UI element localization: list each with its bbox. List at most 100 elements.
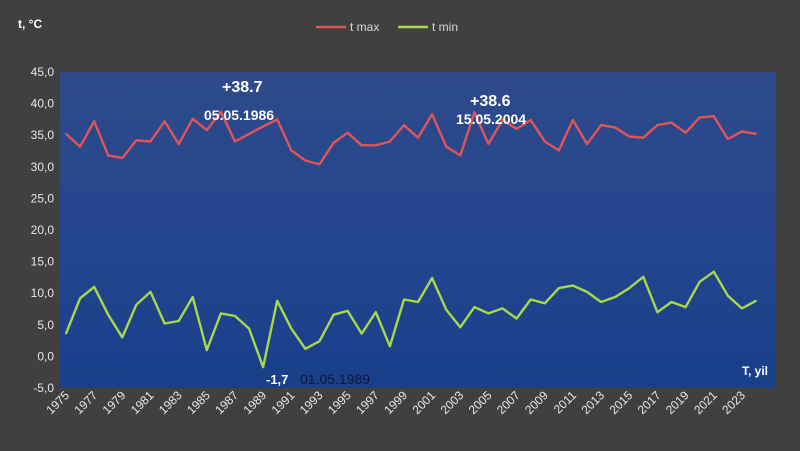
data-point-t-min [234,315,236,317]
x-axis-title: T, yil [742,364,768,378]
data-point-t-max [149,140,152,143]
data-point-t-max [572,119,574,121]
annotation-max-1986-value: +38.7 [222,79,263,96]
data-point-t-max [487,143,490,145]
data-point-t-max [431,113,433,116]
data-point-t-max [642,136,645,139]
data-point-t-max [374,144,377,147]
series-line-t-max [65,110,757,166]
data-point-t-max [529,119,532,121]
data-point-t-max [628,135,631,138]
x-tick-label: 2013 [578,388,607,417]
data-point-t-min [360,332,363,335]
x-tick-label: 2023 [719,388,748,417]
x-tick-label: 2009 [522,388,551,417]
data-point-t-max [220,111,222,113]
data-point-t-max [191,117,194,120]
data-point-t-min [529,298,532,301]
data-point-t-min [332,313,335,316]
data-point-t-min [684,306,687,308]
annotation-max-2004-value: +38.6 [470,93,511,110]
data-point-t-max [684,131,687,134]
data-point-t-min [656,311,659,313]
data-point-t-max [417,136,419,139]
data-point-t-max [445,145,448,148]
data-point-t-max [543,140,546,143]
y-tick-label: 20,0 [31,223,55,237]
data-point-t-min [431,277,433,279]
data-point-t-min [163,322,166,325]
data-point-t-max [459,154,462,157]
x-tick-label: 1985 [184,388,213,417]
y-tick-label: 45,0 [31,65,55,79]
data-point-t-min [417,301,419,303]
y-tick-label: 25,0 [31,191,55,205]
data-point-t-min [445,308,448,311]
data-point-t-min [65,332,67,335]
data-point-t-max [389,140,391,143]
legend-label-t-min: t min [432,20,458,34]
x-tick-label: 1981 [128,388,157,417]
data-point-t-min [191,296,194,298]
data-point-t-max [755,133,757,135]
x-tick-label: 1983 [156,388,185,417]
y-tick-label: 30,0 [31,160,55,174]
annotations: +38.7 05.05.1986 +38.6 15.05.2004 -1,7 0… [204,79,526,387]
y-tick-label: 5,0 [37,318,54,332]
data-point-t-max [248,133,250,135]
x-tick-label: 1993 [297,388,326,417]
data-point-t-min [93,286,95,288]
y-tick-label: 10,0 [31,286,55,300]
x-axis-ticks: 1975 1977 1979 1981 1983 1985 1987 1989 1991 1993… [43,388,748,417]
data-point-t-max [670,121,673,124]
x-tick-label: 1991 [269,388,298,417]
x-tick-label: 2001 [409,388,438,417]
data-point-t-min [727,294,729,297]
data-point-t-max [473,111,476,114]
x-tick-label: 2003 [438,388,467,417]
data-point-t-max [741,130,743,133]
data-point-t-min [600,301,602,303]
data-point-t-min [628,287,631,289]
data-point-t-max [276,118,279,121]
data-point-t-min [374,311,377,313]
x-tick-label: 2011 [551,388,579,416]
data-point-t-min [389,345,391,348]
x-tick-label: 1977 [72,388,101,417]
data-point-t-max [332,141,335,144]
data-point-t-max [558,149,560,152]
x-tick-label: 1989 [240,388,269,417]
data-point-t-min [135,303,138,306]
data-point-t-min [403,298,405,301]
data-point-t-max [163,120,166,123]
annotation-min-1989-value: -1,7 [266,372,288,387]
data-point-t-max [727,138,729,140]
data-point-t-min [741,307,743,310]
x-tick-label: 2015 [607,388,636,417]
y-tick-label: 40,0 [31,97,55,111]
y-axis-title: t, °C [18,17,42,31]
data-point-t-min [149,291,152,293]
data-point-t-max [121,157,124,159]
data-point-t-max [304,159,307,162]
data-point-t-max [712,115,715,118]
data-point-t-min [698,281,701,283]
data-point-t-min [220,312,222,315]
data-point-t-min [670,301,673,303]
annotation-max-2004-date: 15.05.2004 [456,111,526,127]
data-point-t-max [515,128,518,130]
data-point-t-min [572,284,574,287]
data-point-t-min [346,310,349,312]
data-point-t-max [698,116,701,119]
data-point-t-min [712,270,715,273]
data-point-t-min [248,327,250,330]
y-tick-label: 35,0 [31,128,55,142]
data-point-t-min [262,366,264,368]
y-axis-ticks: 45,0 40,0 35,0 30,0 25,0 20,0 15,0 10,0 5,0 0,0 -5… [31,65,55,395]
data-point-t-min [473,306,476,308]
data-point-t-max [501,119,504,121]
y-tick-label: 0,0 [37,349,54,363]
data-point-t-max [318,163,321,166]
data-point-t-min [755,299,757,302]
